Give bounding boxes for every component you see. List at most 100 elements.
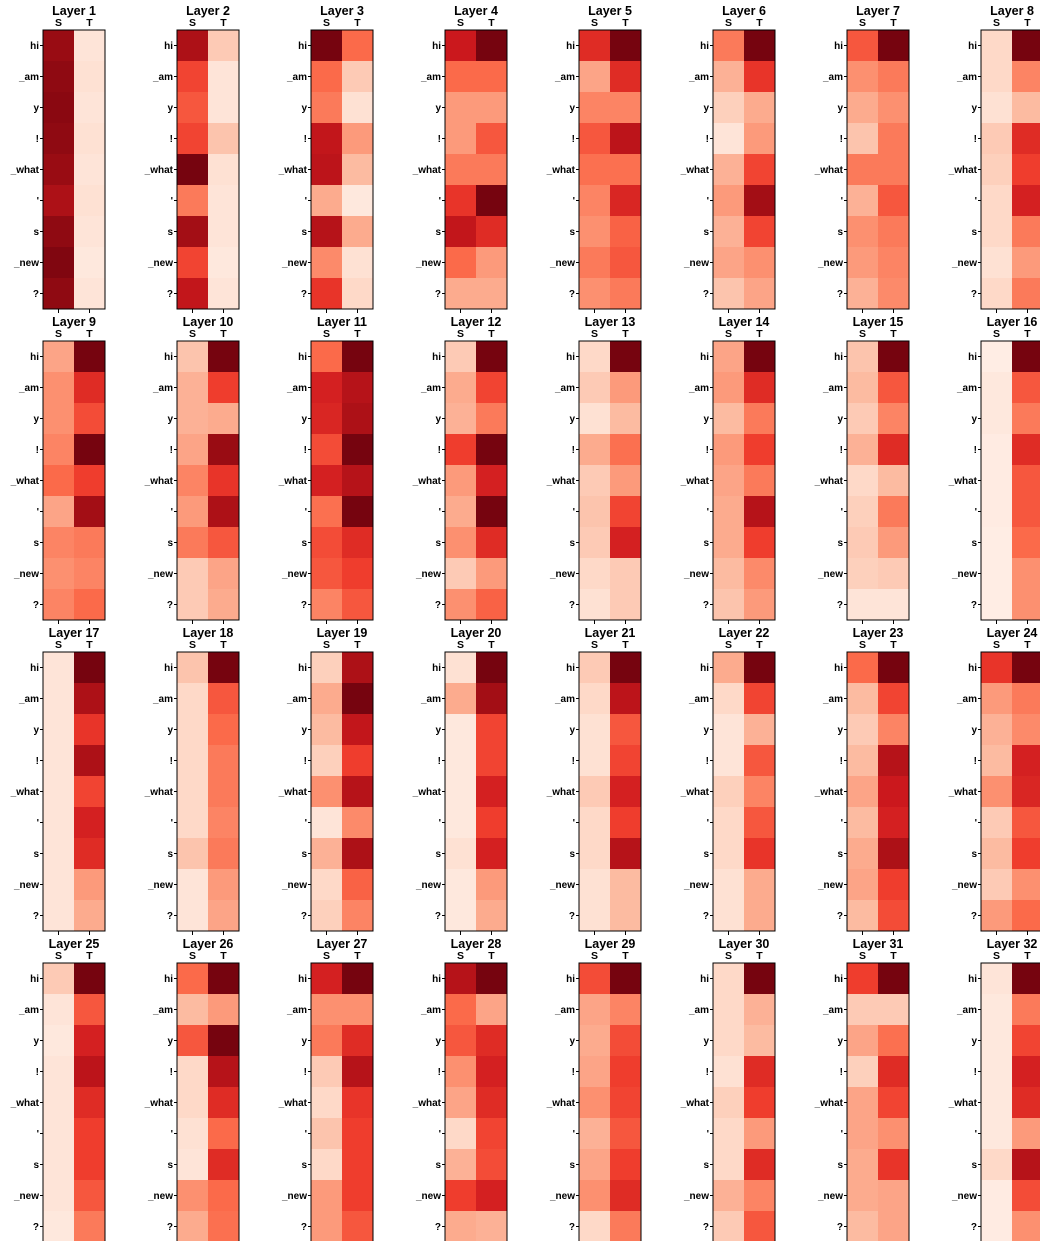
row-label: ' bbox=[37, 1129, 39, 1140]
heatmap-cell bbox=[713, 30, 744, 61]
heatmap-cell bbox=[476, 1025, 507, 1056]
heatmap-cell bbox=[713, 745, 744, 776]
heatmap-cell bbox=[713, 963, 744, 994]
heatmap-cell bbox=[43, 994, 74, 1025]
row-label: s bbox=[569, 1160, 575, 1171]
heatmap-cell bbox=[744, 745, 775, 776]
row-label: _new bbox=[817, 569, 843, 580]
heatmap-cell bbox=[445, 558, 476, 589]
heatmap-cell bbox=[43, 92, 74, 123]
row-label: ! bbox=[438, 445, 441, 456]
heatmap-cell bbox=[311, 154, 342, 185]
heatmap-cell bbox=[476, 30, 507, 61]
row-label: ? bbox=[837, 1222, 843, 1233]
panel-title: Layer 3 bbox=[320, 4, 364, 18]
heatmap-cell bbox=[981, 558, 1012, 589]
heatmap-cell bbox=[177, 278, 208, 309]
heatmap-cell bbox=[981, 963, 1012, 994]
heatmap-cell bbox=[744, 465, 775, 496]
heatmap-cell bbox=[713, 1025, 744, 1056]
heatmap-cell bbox=[847, 963, 878, 994]
column-label: S bbox=[993, 17, 1000, 29]
heatmap-cell bbox=[610, 123, 641, 154]
heatmap-cell bbox=[43, 714, 74, 745]
row-label: ! bbox=[706, 1067, 709, 1078]
heatmap-cell bbox=[610, 869, 641, 900]
column-label: T bbox=[220, 17, 227, 29]
heatmap-cell bbox=[208, 61, 239, 92]
heatmap-cell bbox=[43, 652, 74, 683]
heatmap-cell bbox=[445, 714, 476, 745]
heatmap-cell bbox=[1012, 994, 1040, 1025]
column-label: T bbox=[622, 950, 629, 962]
heatmap-cell bbox=[744, 1149, 775, 1180]
column-label: T bbox=[622, 639, 629, 651]
heatmap-cell bbox=[1012, 714, 1040, 745]
row-label: ! bbox=[36, 445, 39, 456]
heatmap-cell bbox=[878, 838, 909, 869]
row-label: ? bbox=[971, 911, 977, 922]
row-label: ? bbox=[703, 911, 709, 922]
heatmap-cell bbox=[1012, 434, 1040, 465]
heatmap-cell bbox=[445, 185, 476, 216]
row-label: ! bbox=[438, 134, 441, 145]
row-label: ' bbox=[37, 507, 39, 518]
column-label: T bbox=[890, 639, 897, 651]
heatmap-panel: Layer 1S Thi _amy! _what ' s _new? bbox=[10, 4, 106, 313]
heatmap-cell bbox=[744, 558, 775, 589]
heatmap-cell bbox=[713, 652, 744, 683]
panel-title: Layer 32 bbox=[987, 937, 1038, 951]
heatmap-cell bbox=[43, 123, 74, 154]
heatmap-cell bbox=[981, 92, 1012, 123]
heatmap-cell bbox=[208, 372, 239, 403]
heatmap-cell bbox=[342, 589, 373, 620]
heatmap-cell bbox=[74, 838, 105, 869]
heatmap-cell bbox=[177, 527, 208, 558]
column-label: T bbox=[354, 950, 361, 962]
row-label: ? bbox=[301, 289, 307, 300]
heatmap-cell bbox=[311, 1180, 342, 1211]
row-label: y bbox=[301, 414, 307, 425]
heatmap-cell bbox=[342, 1087, 373, 1118]
column-label: S bbox=[859, 17, 866, 29]
heatmap-cell bbox=[878, 1180, 909, 1211]
heatmap-cell bbox=[43, 807, 74, 838]
heatmap-cell bbox=[476, 900, 507, 931]
heatmap-cell bbox=[208, 216, 239, 247]
heatmap-cell bbox=[847, 558, 878, 589]
heatmap-cell bbox=[74, 683, 105, 714]
heatmap-cell bbox=[43, 278, 74, 309]
heatmap-cell bbox=[579, 341, 610, 372]
row-label: s bbox=[167, 227, 173, 238]
heatmap-cell bbox=[744, 1180, 775, 1211]
row-label: y bbox=[435, 1036, 441, 1047]
row-label: ' bbox=[975, 196, 977, 207]
heatmap-cell bbox=[311, 900, 342, 931]
heatmap-cell bbox=[208, 1118, 239, 1149]
heatmap-cell bbox=[713, 92, 744, 123]
row-label: hi bbox=[164, 663, 173, 674]
heatmap-cell bbox=[847, 278, 878, 309]
panel-title: Layer 4 bbox=[454, 4, 498, 18]
heatmap-cell bbox=[445, 1211, 476, 1241]
heatmap-cell bbox=[342, 434, 373, 465]
heatmap-cell bbox=[981, 589, 1012, 620]
heatmap-cell bbox=[981, 527, 1012, 558]
column-label: T bbox=[86, 950, 93, 962]
row-label: s bbox=[167, 538, 173, 549]
row-label: hi bbox=[968, 974, 977, 985]
row-label: ! bbox=[36, 1067, 39, 1078]
heatmap-cell bbox=[43, 1211, 74, 1241]
heatmap-cell bbox=[208, 123, 239, 154]
row-label: _what bbox=[680, 476, 710, 487]
heatmap-cell bbox=[713, 1211, 744, 1241]
panel-title: Layer 19 bbox=[317, 626, 368, 640]
heatmap-cell bbox=[177, 30, 208, 61]
row-label: y bbox=[33, 725, 39, 736]
row-label: ' bbox=[573, 507, 575, 518]
heatmap-cell bbox=[713, 714, 744, 745]
row-label: y bbox=[703, 725, 709, 736]
heatmap-cell bbox=[177, 154, 208, 185]
heatmap-cell bbox=[981, 434, 1012, 465]
heatmap-cell bbox=[311, 30, 342, 61]
